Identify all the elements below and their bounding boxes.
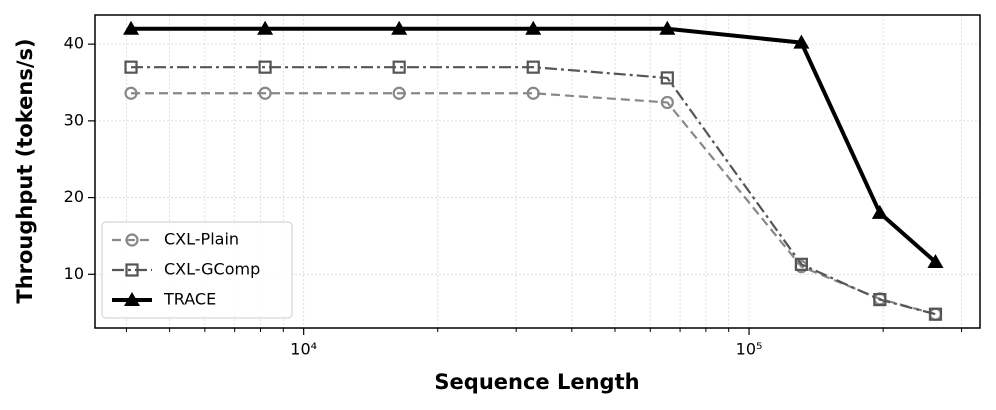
series-line	[131, 66, 936, 316]
point	[526, 60, 540, 74]
point	[794, 257, 808, 271]
series-line	[131, 26, 937, 264]
y-axis-label: Throughput (tokens/s)	[13, 38, 37, 303]
legend-label: TRACE	[163, 290, 216, 309]
point	[391, 20, 408, 35]
legend-marker	[124, 292, 140, 306]
point	[871, 204, 888, 219]
point	[257, 20, 274, 35]
y-tick-label: 20	[64, 187, 84, 206]
plot-frame	[94, 14, 981, 329]
point	[258, 60, 272, 74]
legend-marker	[125, 233, 139, 247]
y-tick-label: 40	[64, 34, 84, 53]
point	[392, 86, 406, 100]
point	[124, 86, 138, 100]
point	[392, 60, 406, 74]
point	[123, 20, 140, 35]
legend-marker	[125, 263, 139, 277]
point	[660, 71, 674, 85]
point	[873, 293, 887, 307]
point	[928, 307, 943, 321]
point	[258, 86, 272, 100]
legend-label: CXL-Plain	[164, 230, 239, 249]
x-axis-label: Sequence Length	[434, 370, 639, 394]
legend-label: CXL-GComp	[164, 260, 260, 279]
point	[525, 20, 542, 35]
x-tick-label: 10⁴	[290, 340, 317, 359]
legend-box	[101, 221, 293, 319]
point	[793, 34, 810, 49]
x-tick-label: 10⁵	[736, 340, 763, 359]
point	[526, 86, 540, 100]
point	[660, 95, 674, 110]
y-tick-label: 10	[64, 264, 84, 283]
y-tick-label: 30	[64, 110, 84, 129]
point	[927, 254, 944, 269]
point	[659, 20, 676, 35]
point	[124, 60, 138, 74]
